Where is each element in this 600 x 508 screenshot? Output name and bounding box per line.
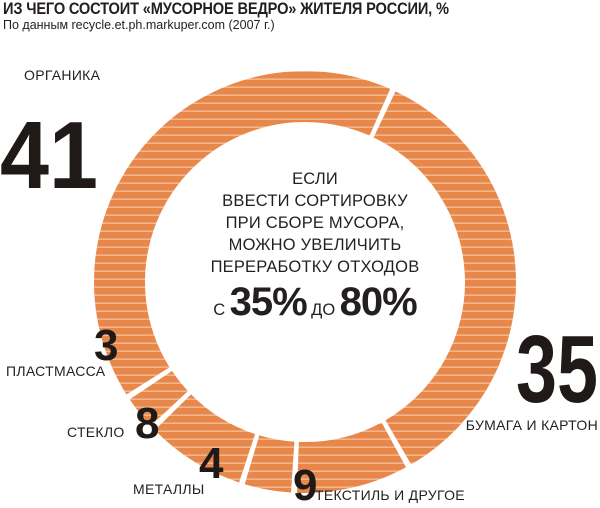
category-label-6: ПЛАСТМАССА xyxy=(6,363,106,379)
donut-slice-4 xyxy=(244,435,295,493)
from-value: 35% xyxy=(229,280,308,324)
value-label-2: 35 xyxy=(516,316,598,423)
center-line-4: МОЖНО УВЕЛИЧИТЬ xyxy=(228,236,402,254)
category-label-4: МЕТАЛЛЫ xyxy=(133,481,205,497)
chart-subtitle: По данным recycle.et.ph.markuper.com (20… xyxy=(3,18,275,32)
center-line-1: ЕСЛИ xyxy=(292,170,338,188)
donut-slice-6 xyxy=(129,371,188,426)
center-note: ЕСЛИ ВВЕСТИ СОРТИРОВКУ ПРИ СБОРЕ МУСОРА,… xyxy=(200,168,430,331)
donut-slice-5 xyxy=(154,394,256,483)
category-label-3: ТЕКСТИЛЬ И ДРУГОЕ xyxy=(315,487,465,503)
center-line-5: ПЕРЕРАБОТКУ ОТХОДОВ xyxy=(210,258,420,276)
donut-slice-2 xyxy=(373,91,516,465)
value-label-4: 4 xyxy=(199,439,224,488)
center-line-2: ВВЕСТИ СОРТИРОВКУ xyxy=(222,192,408,210)
center-line-3: ПРИ СБОРЕ МУСОРА, xyxy=(225,214,405,232)
category-label-2: БУМАГА И КАРТОН xyxy=(466,417,598,433)
donut-slice-3 xyxy=(296,422,407,493)
center-increase-line: С 35% ДО 80% xyxy=(200,282,430,331)
from-word: С xyxy=(213,301,226,319)
to-word: ДО xyxy=(311,301,336,319)
donut-slice-1 xyxy=(93,70,391,395)
value-label-5: 8 xyxy=(135,399,159,448)
to-value: 80% xyxy=(339,280,418,324)
value-label-1: 41 xyxy=(0,102,98,209)
value-label-6: 3 xyxy=(94,321,118,370)
category-label-1: ОРГАНИКА xyxy=(24,67,101,83)
category-label-5: СТЕКЛО xyxy=(67,424,125,440)
value-label-3: 9 xyxy=(293,461,317,508)
chart-title: ИЗ ЧЕГО СОСТОИТ «МУСОРНОЕ ВЕДРО» ЖИТЕЛЯ … xyxy=(3,0,449,18)
